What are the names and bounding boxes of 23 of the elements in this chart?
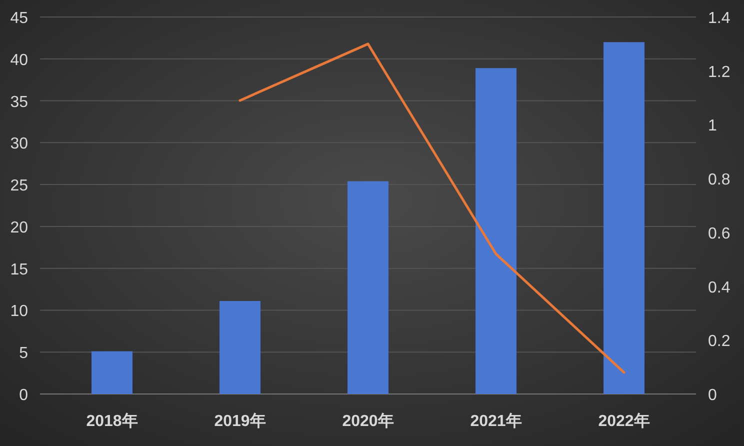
- x-tick-label: 2021年: [470, 412, 522, 430]
- y2-tick-label: 0.4: [708, 279, 730, 296]
- y-tick-label: 5: [19, 345, 28, 362]
- y2-tick-label: 0.6: [708, 225, 730, 242]
- y-tick-label: 30: [10, 136, 28, 153]
- y-tick-label: 15: [10, 261, 28, 278]
- x-tick-label: 2019年: [214, 412, 266, 430]
- x-tick-label: 2018年: [86, 412, 138, 430]
- y-tick-label: 25: [10, 178, 28, 195]
- y2-tick-label: 1.2: [708, 64, 730, 81]
- y2-tick-label: 0: [708, 387, 717, 404]
- y-tick-label: 35: [10, 94, 28, 111]
- y-tick-label: 10: [10, 303, 28, 320]
- y2-tick-label: 0.8: [708, 172, 730, 189]
- y-tick-label: 40: [10, 52, 28, 69]
- y2-tick-label: 1.4: [708, 10, 730, 27]
- x-tick-label: 2022年: [598, 412, 650, 430]
- y-tick-label: 45: [10, 10, 28, 27]
- y2-tick-label: 0.2: [708, 333, 730, 350]
- y-tick-label: 0: [19, 387, 28, 404]
- x-tick-label: 2020年: [342, 412, 394, 430]
- y2-tick-label: 1: [708, 118, 717, 135]
- y-tick-label: 20: [10, 219, 28, 236]
